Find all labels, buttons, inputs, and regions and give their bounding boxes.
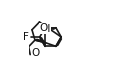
Text: O: O — [31, 48, 40, 58]
Text: O: O — [39, 23, 47, 33]
Text: F: F — [23, 32, 29, 42]
Text: Cl: Cl — [40, 24, 51, 34]
